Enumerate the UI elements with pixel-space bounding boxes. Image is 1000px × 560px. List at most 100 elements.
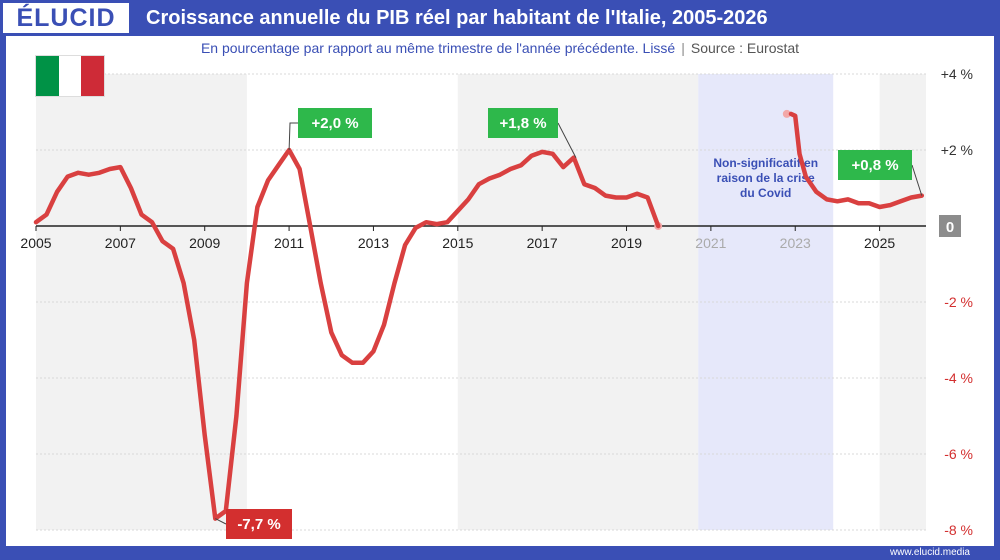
x-tick-label-5: 2015 <box>442 235 473 251</box>
data-point-0-32 <box>372 350 374 352</box>
data-point-0-43 <box>488 177 490 179</box>
annotation-leader-1 <box>557 122 577 158</box>
data-point-0-49 <box>552 153 554 155</box>
y-tick-label-6: -8 % <box>944 522 973 538</box>
y-tick-label-1: +2 % <box>941 142 973 158</box>
data-point-0-58 <box>646 196 648 198</box>
data-point-0-47 <box>530 155 532 157</box>
data-point-1-6 <box>836 200 838 202</box>
covid-label-line-2: du Covid <box>740 186 791 200</box>
y-tick-label-2: 0 <box>946 219 954 236</box>
data-point-0-44 <box>499 174 501 176</box>
data-point-0-38 <box>436 223 438 225</box>
data-point-0-25 <box>298 168 300 170</box>
data-point-1-1 <box>794 115 796 117</box>
annotation-leader-3 <box>911 164 923 196</box>
data-point-1-5 <box>826 198 828 200</box>
data-point-0-1 <box>45 213 47 215</box>
annotation-label-0: +2,0 % <box>311 115 358 132</box>
data-point-0-31 <box>362 362 364 364</box>
x-tick-label-2: 2009 <box>189 235 220 251</box>
data-point-0-33 <box>383 324 385 326</box>
data-point-0-15 <box>193 339 195 341</box>
data-point-0-14 <box>182 282 184 284</box>
annotation-label-3: +0,8 % <box>851 157 898 174</box>
data-point-0-45 <box>509 168 511 170</box>
x-tick-label-6: 2017 <box>527 235 558 251</box>
data-point-0-41 <box>467 198 469 200</box>
data-point-1-11 <box>889 204 891 206</box>
y-tick-label-3: -2 % <box>944 294 973 310</box>
data-point-0-16 <box>204 434 206 436</box>
data-point-0-0 <box>35 221 37 223</box>
y-tick-label-4: -4 % <box>944 370 973 386</box>
data-point-1-10 <box>878 206 880 208</box>
data-point-0-36 <box>414 227 416 229</box>
data-point-0-34 <box>393 282 395 284</box>
data-point-0-21 <box>256 206 258 208</box>
data-point-0-8 <box>119 166 121 168</box>
data-point-0-48 <box>541 151 543 153</box>
annotation-label-2: -7,7 % <box>237 516 280 533</box>
data-point-0-5 <box>88 174 90 176</box>
data-point-0-40 <box>457 210 459 212</box>
data-point-1-3 <box>805 175 807 177</box>
data-point-1-0 <box>790 113 792 115</box>
data-point-0-23 <box>277 164 279 166</box>
data-point-0-39 <box>446 221 448 223</box>
data-point-0-22 <box>267 179 269 181</box>
right-border <box>994 36 1000 546</box>
annotation-label-1: +1,8 % <box>499 115 546 132</box>
series-line-segment-0 <box>33 147 661 521</box>
x-tick-label-1: 2007 <box>105 235 136 251</box>
data-point-0-12 <box>161 240 163 242</box>
italy-flag-icon <box>36 56 105 96</box>
data-point-1-13 <box>910 196 912 198</box>
data-point-0-10 <box>140 213 142 215</box>
data-point-0-20 <box>246 282 248 284</box>
x-tick-label-0: 2005 <box>20 235 51 251</box>
data-point-0-13 <box>172 248 174 250</box>
data-point-0-50 <box>562 166 564 168</box>
brand-logo[interactable]: ÉLUCID <box>0 0 132 36</box>
data-point-0-9 <box>130 187 132 189</box>
flag-white-stripe <box>58 56 82 96</box>
data-point-0-35 <box>404 244 406 246</box>
data-point-0-54 <box>604 194 606 196</box>
data-point-0-30 <box>351 362 353 364</box>
y-tick-label-0: +4 % <box>941 66 973 82</box>
footer-url[interactable]: www.elucid.media <box>889 547 970 558</box>
data-point-0-2 <box>56 191 58 193</box>
data-point-0-42 <box>478 183 480 185</box>
data-point-1-8 <box>857 202 859 204</box>
series-line-segment-1 <box>788 111 925 210</box>
data-point-0-59 <box>657 225 659 227</box>
data-point-0-55 <box>615 196 617 198</box>
chart-subtitle: En pourcentage par rapport au même trime… <box>0 40 1000 56</box>
y-tick-label-5: -6 % <box>944 446 973 462</box>
data-point-0-7 <box>109 168 111 170</box>
data-point-0-26 <box>309 225 311 227</box>
data-point-1-9 <box>868 202 870 204</box>
x-tick-label-3: 2011 <box>274 235 304 251</box>
data-point-0-3 <box>66 175 68 177</box>
data-point-0-6 <box>98 172 100 174</box>
annotation-box-1 <box>488 108 558 138</box>
data-point-0-56 <box>625 196 627 198</box>
annotation-box-2 <box>226 509 292 539</box>
covid-label-line-0: Non-significatif en <box>713 156 818 170</box>
data-point-0-52 <box>583 183 585 185</box>
data-point-0-46 <box>520 164 522 166</box>
annotation-leader-2 <box>215 518 227 525</box>
left-border <box>0 36 6 546</box>
header-bar: ÉLUCID Croissance annuelle du PIB réel p… <box>0 0 1000 36</box>
data-point-0-19 <box>235 415 237 417</box>
x-tick-label-9: 2023 <box>780 235 811 251</box>
source-text: Source : Eurostat <box>690 40 800 56</box>
x-tick-label-8: 2021 <box>695 235 726 251</box>
shaded-band-2 <box>879 74 926 530</box>
data-point-0-27 <box>320 282 322 284</box>
data-point-0-53 <box>594 187 596 189</box>
subtitle-text: En pourcentage par rapport au même trime… <box>200 40 676 56</box>
